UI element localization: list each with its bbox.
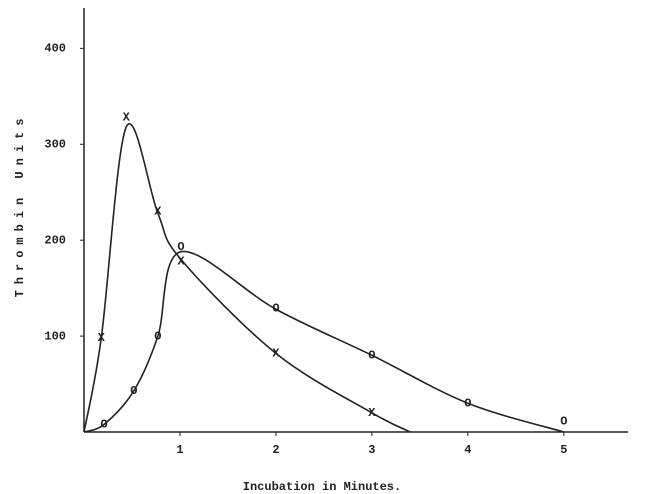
marker: O: [560, 415, 567, 429]
y-tick-label: 100: [44, 329, 66, 343]
marker: O: [464, 396, 471, 410]
x-tick-label: 3: [368, 443, 375, 457]
x-tick-label: 4: [464, 443, 471, 457]
marker: X: [177, 254, 185, 268]
marker: X: [154, 205, 162, 219]
y-tick-label: 400: [44, 42, 66, 56]
marker: O: [272, 301, 279, 315]
marker: X: [123, 111, 131, 125]
x-tick-label: 5: [560, 443, 567, 457]
y-tick-label: 300: [44, 137, 66, 151]
marker: O: [368, 348, 375, 362]
marker: X: [98, 331, 106, 345]
curve: [83, 250, 565, 433]
marker: O: [130, 384, 137, 398]
marker: O: [177, 240, 184, 254]
x-tick-label: 1: [176, 443, 183, 457]
y-tick-label: 200: [44, 233, 66, 247]
marker: O: [154, 329, 161, 343]
x-axis-label: Incubation in Minutes.: [243, 480, 401, 494]
y-axis-label: Thrombin Units: [13, 113, 27, 298]
curve: [83, 123, 411, 433]
marker: X: [368, 406, 376, 420]
marker: O: [101, 417, 108, 431]
marker: X: [272, 347, 280, 361]
x-tick-label: 2: [272, 443, 279, 457]
